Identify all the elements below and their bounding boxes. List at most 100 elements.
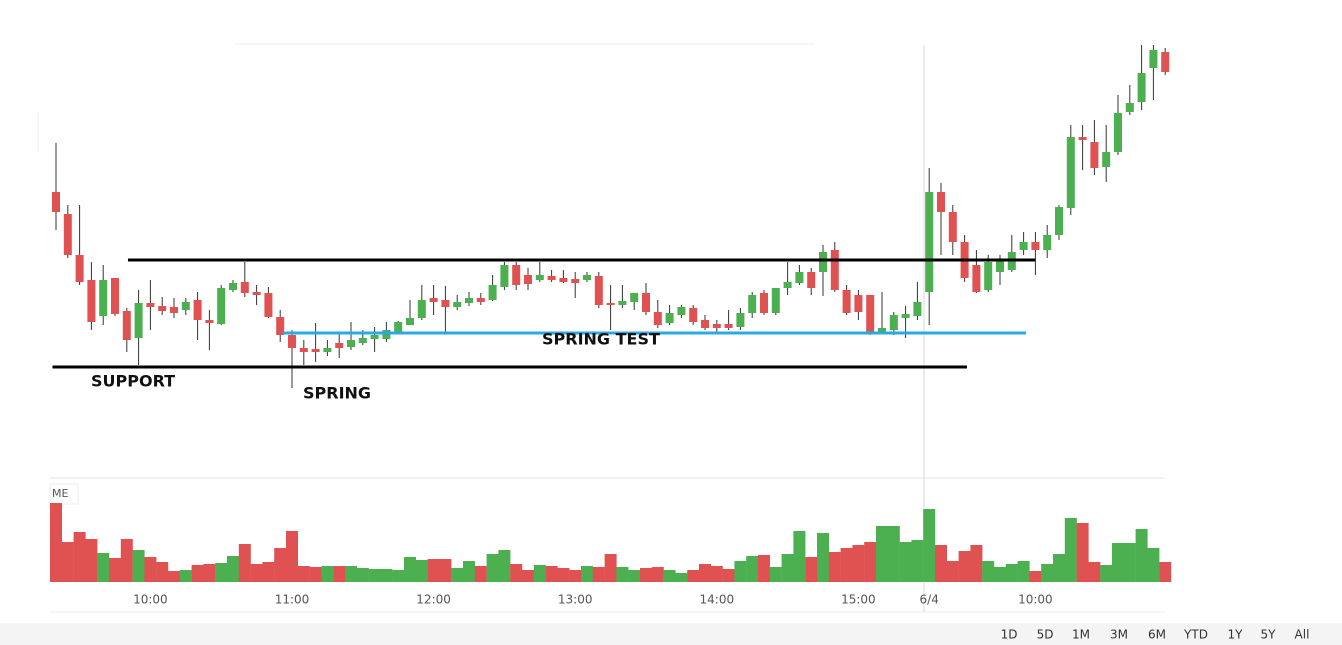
volume-bar xyxy=(1159,562,1172,582)
candle-body xyxy=(653,312,662,325)
volume-label: ME xyxy=(52,487,68,500)
volume-bar xyxy=(415,560,428,582)
volume-bar xyxy=(533,565,546,582)
volume-bar xyxy=(498,550,511,582)
volume-bar xyxy=(463,561,475,582)
candle-body xyxy=(1043,235,1052,250)
candle-body xyxy=(606,303,615,305)
volume-bar xyxy=(1053,554,1065,582)
candle-body xyxy=(583,275,591,280)
candle-body xyxy=(1161,52,1170,72)
candle-body xyxy=(370,335,379,339)
candle-body xyxy=(748,295,757,313)
volume-bar xyxy=(734,561,747,582)
candle-body xyxy=(193,300,202,320)
candle-body xyxy=(689,308,698,322)
volume-bar xyxy=(569,570,582,582)
volume-bar xyxy=(675,573,688,582)
candle-body xyxy=(984,262,993,290)
candle-body xyxy=(122,311,131,340)
volume-bar xyxy=(179,570,192,582)
volume-bar xyxy=(156,562,169,582)
candle-body xyxy=(170,307,178,313)
volume-bar xyxy=(1064,518,1077,582)
volume-bar xyxy=(109,558,121,582)
range-button[interactable]: 1Y xyxy=(1228,628,1244,642)
volume-bar xyxy=(557,568,570,582)
volume-bar xyxy=(828,552,841,582)
volume-bar xyxy=(592,567,605,582)
candle-body xyxy=(111,278,119,314)
volume-bar xyxy=(227,556,239,582)
range-button[interactable]: 5D xyxy=(1037,628,1054,642)
volume-label-box xyxy=(49,483,79,505)
range-button[interactable]: 5Y xyxy=(1261,628,1277,642)
volume-bar xyxy=(781,554,794,582)
volume-bar xyxy=(1076,523,1089,582)
candle-body xyxy=(394,322,403,333)
volume-bar xyxy=(427,559,440,582)
annotation: SPRING xyxy=(303,384,371,403)
volume-bar xyxy=(699,564,711,582)
volume-bar xyxy=(840,548,853,582)
candle-body xyxy=(158,306,167,311)
volume-bar xyxy=(486,554,499,582)
range-bar xyxy=(0,623,1342,645)
volume-bar xyxy=(345,566,357,582)
candle-body xyxy=(795,272,804,283)
volume-bar xyxy=(510,564,523,582)
volume-bar xyxy=(191,565,204,582)
volume-bar xyxy=(97,553,110,582)
candle-body xyxy=(783,282,792,288)
volume-bar xyxy=(522,570,534,582)
volume-bar xyxy=(1147,548,1160,582)
volume-bar xyxy=(1112,543,1124,582)
x-tick-label: 14:00 xyxy=(700,593,735,607)
x-tick-label: 10:00 xyxy=(1018,593,1053,607)
candle-body xyxy=(512,265,521,285)
volume-bar xyxy=(1100,565,1113,582)
candle-body xyxy=(1055,207,1063,235)
candle-body xyxy=(878,328,886,332)
candle-body xyxy=(736,313,745,327)
candle-body xyxy=(524,275,532,284)
candle-body xyxy=(819,252,827,272)
candle-body xyxy=(52,192,60,212)
range-button[interactable]: 1D xyxy=(1001,628,1018,642)
candle-body xyxy=(760,293,768,313)
volume-bar xyxy=(946,561,959,582)
volume-bar xyxy=(120,539,133,582)
volume-bar xyxy=(663,570,676,582)
candle-body xyxy=(913,302,922,316)
volume-bar xyxy=(545,566,558,582)
volume-bar xyxy=(758,555,770,582)
candle-body xyxy=(701,320,709,328)
volume-bar xyxy=(1088,562,1101,582)
volume-bar xyxy=(722,569,735,582)
volume-bar xyxy=(982,561,995,582)
candle-body xyxy=(217,288,226,324)
candle-body xyxy=(441,300,450,307)
volume-bar xyxy=(899,542,912,582)
candle-body xyxy=(1114,113,1122,152)
volume-bar xyxy=(852,545,865,582)
range-button[interactable]: All xyxy=(1295,628,1310,642)
range-button[interactable]: YTD xyxy=(1183,628,1208,642)
x-tick-label: 13:00 xyxy=(558,593,593,607)
range-button[interactable]: 1M xyxy=(1072,628,1090,642)
candle-body xyxy=(429,298,438,302)
volume-bar xyxy=(168,571,180,582)
volume-bar xyxy=(368,569,381,582)
candle-body xyxy=(311,349,320,352)
volume-bar xyxy=(935,545,947,582)
range-button[interactable]: 3M xyxy=(1110,628,1128,642)
volume-bar xyxy=(911,540,924,582)
candle-body xyxy=(465,298,473,303)
candle-body xyxy=(724,324,733,328)
volume-bar xyxy=(687,570,700,582)
volume-bar xyxy=(994,567,1006,582)
range-button[interactable]: 6M xyxy=(1148,628,1166,642)
volume-bar xyxy=(451,568,464,582)
volume-bar xyxy=(380,569,393,582)
